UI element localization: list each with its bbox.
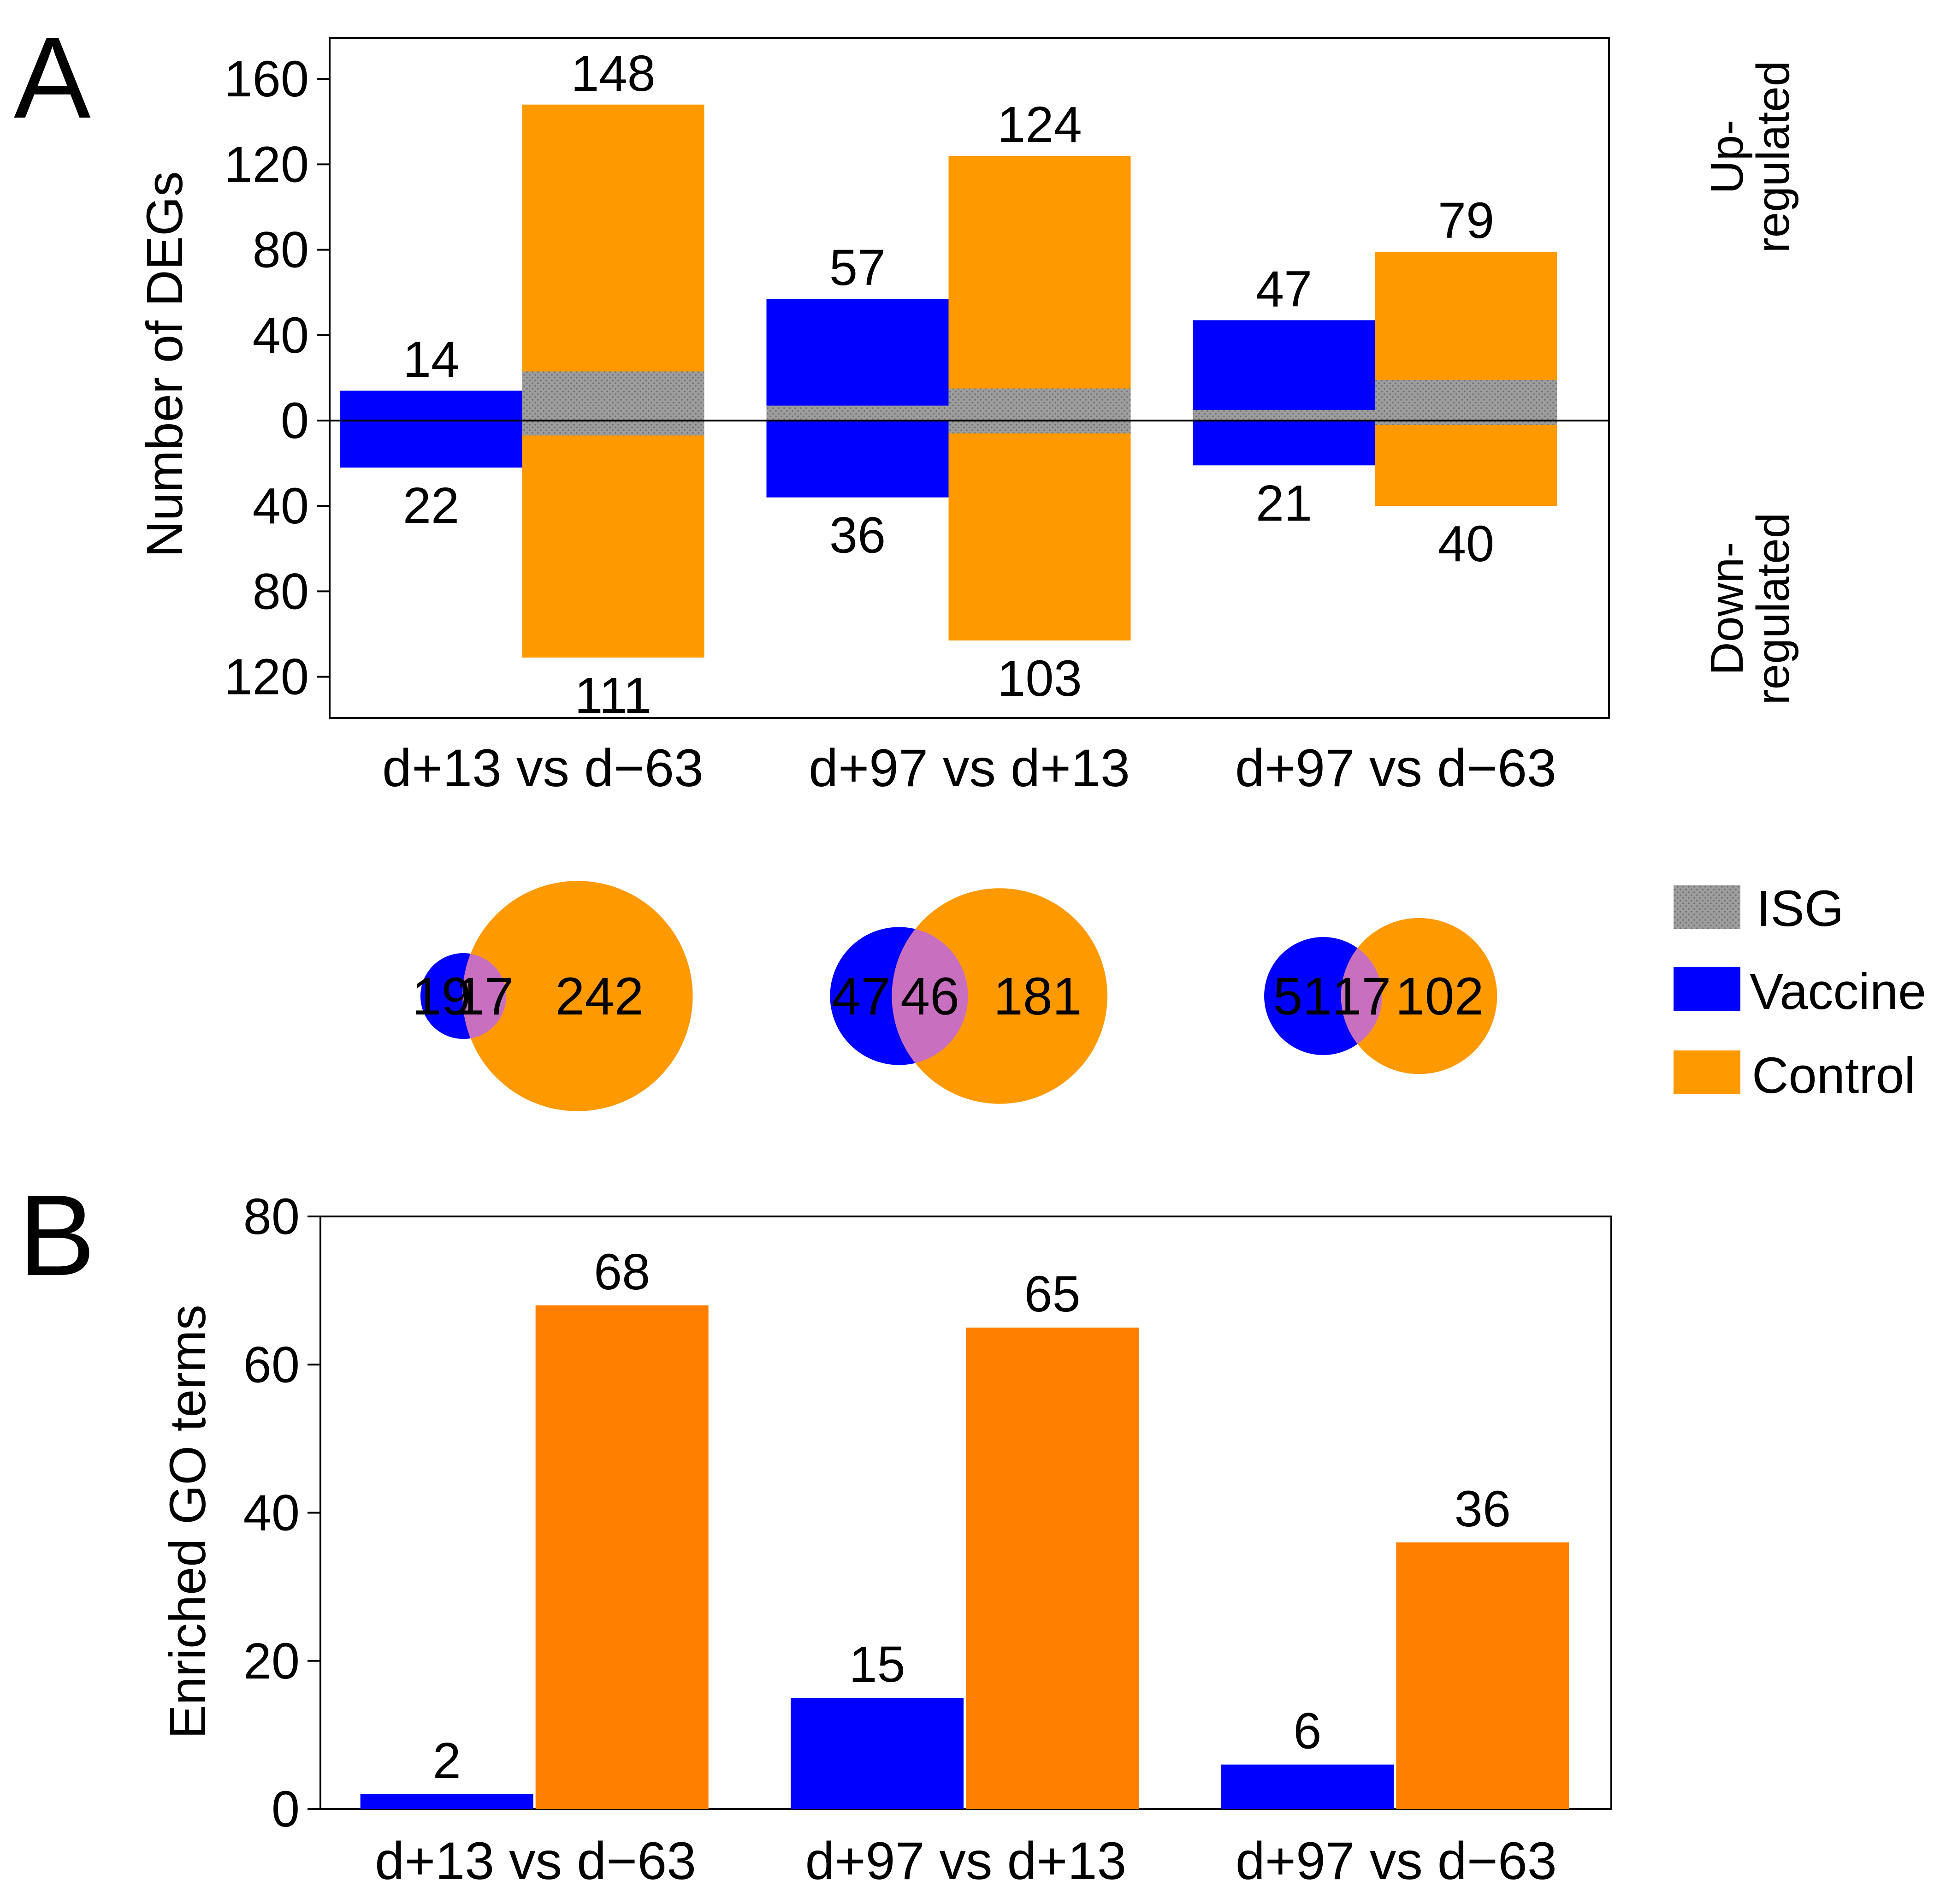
panel-b-bar-control [966, 1327, 1139, 1809]
panel-b-data-label: 2 [433, 1732, 461, 1789]
venn-overlap-count: 17 [1332, 967, 1391, 1026]
panel-b-bar-vaccine [791, 1698, 964, 1809]
panel-a-frame [329, 37, 1610, 719]
panel-a-down-data-label: 103 [997, 650, 1082, 707]
venn-overlap-count: 17 [455, 967, 514, 1026]
panel-a-ytick-label: 120 [224, 136, 309, 193]
panel-b-ylabel: Enriched GO terms [160, 1305, 216, 1738]
panel-a-isg-segment [766, 405, 949, 421]
venn-control-only-count: 102 [1396, 967, 1484, 1026]
panel-b-chart: 0 20 40 60 80 2 68 d+13 vs d−63 15 65 d+97 vs d+13… [243, 1188, 1612, 1891]
up-regulated-line1: Up- [1701, 119, 1753, 194]
panel-b-category-label: d+97 vs d−63 [1236, 1832, 1557, 1891]
panel-b-category-label: d+97 vs d+13 [805, 1832, 1127, 1891]
panel-a-isg-segment [1375, 380, 1557, 425]
panel-a-isg-segment [1193, 409, 1375, 421]
venn-overlap-count: 46 [900, 967, 959, 1026]
legend-isg-swatch [1674, 885, 1740, 929]
panel-a-bar-vaccine [1193, 320, 1375, 466]
panel-b-letter: B [18, 1171, 95, 1299]
panel-a-up-data-label: 148 [571, 45, 656, 102]
legend: ISG Vaccine Control [1674, 880, 1926, 1104]
panel-b-ytick-label: 80 [243, 1188, 300, 1245]
panel-b-ytick-label: 40 [243, 1485, 300, 1542]
panel-a-ytick-label: 80 [253, 563, 309, 620]
panel-a-up-data-label: 79 [1438, 192, 1494, 249]
panel-b-category-label: d+13 vs d−63 [375, 1832, 696, 1891]
venn-control-only-count: 242 [555, 967, 644, 1026]
down-regulated-label: Down- regulated [1701, 513, 1799, 705]
panel-a-down-data-label: 22 [403, 477, 459, 534]
panel-a-isg-segment [522, 371, 704, 436]
legend-isg-label: ISG [1757, 880, 1844, 937]
panel-b-data-label: 6 [1293, 1703, 1321, 1760]
panel-a-down-data-label: 111 [574, 667, 651, 724]
venn-vaccine-only-count: 51 [1273, 967, 1332, 1026]
panel-a-ytick-label: 120 [224, 649, 309, 706]
panel-a-letter: A [14, 13, 91, 142]
panel-a-ytick-label: 0 [281, 392, 309, 449]
legend-control-swatch [1674, 1050, 1740, 1094]
panel-b-bar-control [535, 1305, 709, 1809]
panel-b-data-label: 68 [594, 1244, 650, 1300]
panel-b-data-label: 36 [1455, 1481, 1511, 1537]
panel-b-data-label: 65 [1024, 1266, 1080, 1323]
panel-a-chart: 0 40 80 120 160 40 80 120 14 22 148 111 d+13 vs d−63… [224, 37, 1610, 798]
panel-a-isg-segment [948, 388, 1131, 433]
down-regulated-line2: regulated [1747, 513, 1799, 705]
panel-a-ytick-label: 80 [253, 222, 309, 279]
panel-a-bar-vaccine [766, 299, 949, 498]
legend-vaccine-swatch [1674, 967, 1740, 1011]
venn-vaccine-only-count: 19 [412, 967, 471, 1026]
panel-b-ytick-label: 60 [243, 1336, 300, 1393]
venn-diagram-2: 47 46 181 [830, 888, 1108, 1104]
panel-b-ytick-label: 0 [272, 1781, 300, 1838]
venn-control-circle [892, 888, 1108, 1104]
panel-a-ytick-label: 40 [253, 307, 309, 364]
panel-a-up-data-label: 14 [403, 331, 459, 388]
venn-control-circle [462, 881, 693, 1111]
panel-a-category-label: d+97 vs d−63 [1235, 739, 1556, 798]
panel-a-up-data-label: 47 [1256, 261, 1312, 317]
panel-a-bar-vaccine [340, 391, 522, 468]
venn-control-only-count: 181 [994, 967, 1082, 1026]
panel-a-down-data-label: 21 [1256, 475, 1312, 532]
panel-b-ytick-label: 20 [243, 1633, 300, 1690]
panel-a-down-data-label: 40 [1438, 516, 1494, 572]
panel-a-bar-control [1375, 252, 1557, 506]
panel-a-ytick-label: 160 [224, 51, 309, 107]
panel-a-up-data-label: 57 [829, 239, 886, 296]
panel-a-down-data-label: 36 [829, 507, 886, 564]
panel-a-ylabel: Number of DEGs [136, 171, 193, 557]
panel-a-category-label: d+13 vs d−63 [382, 739, 704, 798]
venn-control-circle [1341, 918, 1497, 1074]
venn-diagram-3: 51 17 102 [1264, 918, 1497, 1074]
panel-b-bar-vaccine [1221, 1764, 1394, 1809]
panel-a-up-data-label: 124 [997, 96, 1082, 153]
up-regulated-line2: regulated [1747, 61, 1799, 253]
panel-b-bar-control [1396, 1542, 1569, 1809]
panel-a-category-label: d+97 vs d+13 [809, 739, 1130, 798]
panel-b-data-label: 15 [849, 1636, 905, 1693]
down-regulated-line1: Down- [1701, 542, 1753, 676]
up-regulated-label: Up- regulated [1701, 61, 1799, 253]
panel-a-ytick-label: 40 [253, 478, 309, 534]
venn-vaccine-only-count: 47 [831, 967, 890, 1026]
panel-b-bar-vaccine [360, 1794, 533, 1809]
legend-control-label: Control [1752, 1047, 1916, 1104]
legend-vaccine-label: Vaccine [1750, 963, 1926, 1020]
